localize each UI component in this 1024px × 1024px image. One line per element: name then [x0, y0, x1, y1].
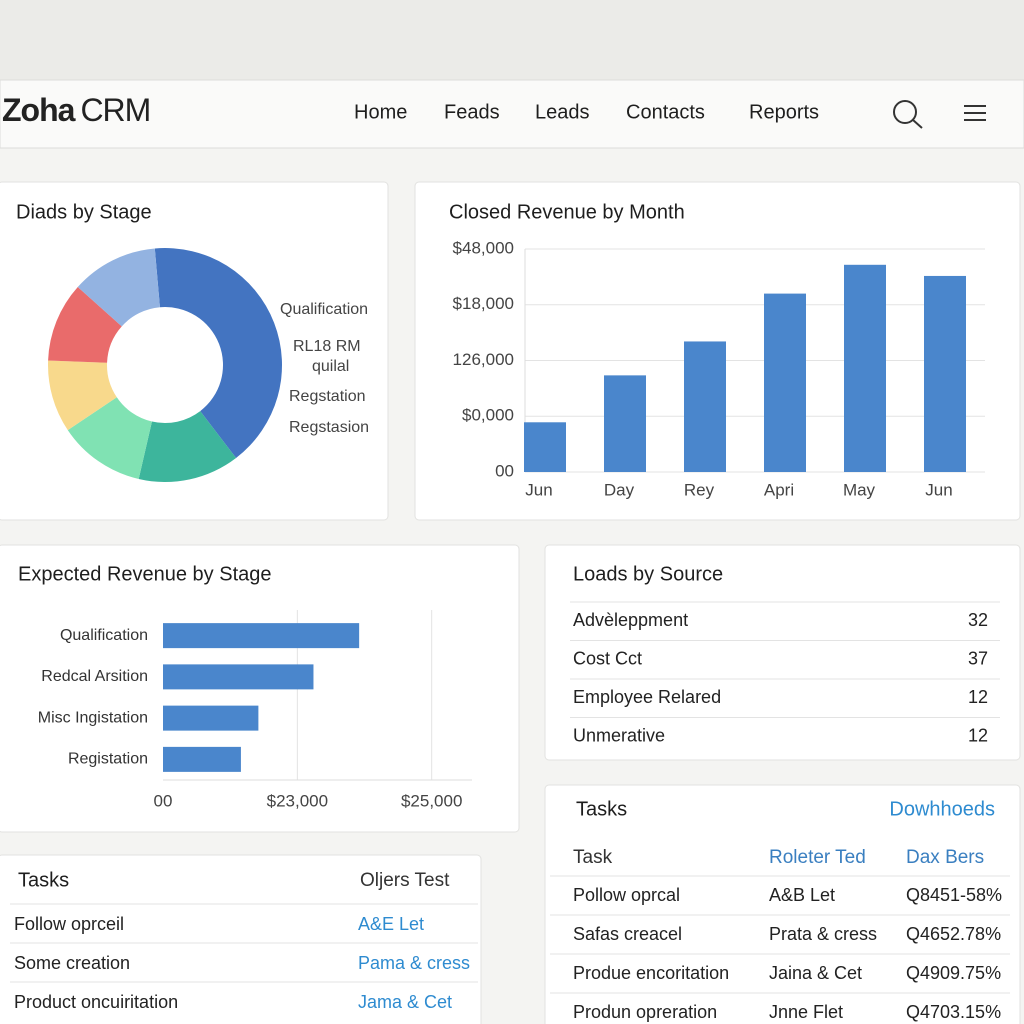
search-circle [893, 100, 917, 124]
donut-slice [154, 248, 282, 458]
card [544, 544, 1021, 761]
y-tick-label: $0,000 [462, 406, 514, 425]
x-tick-label: Day [604, 480, 635, 499]
slice-label: Regstation [289, 388, 366, 405]
cell: Follow oprceil [14, 914, 124, 934]
y-tick-label: Registation [68, 751, 148, 768]
card-title: Closed Revenue by Month [449, 201, 685, 223]
bar [524, 422, 566, 472]
source-name: Unmerative [573, 725, 665, 745]
bar [764, 293, 806, 472]
x-tick-label: 00 [154, 791, 173, 810]
x-tick-label: Apri [764, 480, 794, 499]
nav-item[interactable]: Reports [749, 101, 819, 123]
y-tick-label: $48,000 [453, 238, 514, 257]
donut-slice [48, 287, 122, 363]
cell: Q8451-58% [906, 885, 1002, 905]
search-icon[interactable] [893, 100, 923, 129]
cell-link[interactable]: A&E Let [358, 914, 424, 934]
search-handle [912, 119, 923, 129]
cell: Pollow oprcal [573, 885, 680, 905]
source-name: Advèleppment [573, 610, 688, 630]
card-title: Expected Revenue by Stage [18, 563, 272, 585]
donut-slice [67, 397, 152, 480]
menu-icon[interactable] [964, 105, 986, 121]
brand[interactable]: Zoha CRM [2, 92, 151, 128]
nav-item[interactable]: Leads [535, 101, 590, 123]
bar [684, 341, 726, 472]
donut-slice [48, 360, 117, 431]
card-title: Tasks [576, 798, 627, 820]
card-title: Tasks [18, 869, 69, 891]
donut-slice [138, 411, 237, 483]
brand-bold: Zoha [2, 92, 76, 128]
header [0, 79, 1024, 149]
cell: Product oncuiritation [14, 992, 178, 1012]
slice-label: Qualification [280, 301, 368, 318]
card-title: Diads by Stage [16, 201, 152, 223]
source-count: 12 [968, 687, 988, 707]
x-tick-label: Jun [925, 480, 952, 499]
y-tick-label: Misc Ingistation [38, 709, 148, 726]
source-name: Cost Cct [573, 648, 642, 668]
y-tick-label: 00 [495, 461, 514, 480]
bar [163, 664, 314, 690]
x-tick-label: Jun [525, 480, 552, 499]
brand-rest: CRM [80, 92, 150, 128]
bar [163, 746, 241, 772]
cell: Prata & cress [769, 924, 877, 944]
slice-label: quilal [312, 358, 349, 375]
source-name: Employee Relared [573, 687, 721, 707]
bar [604, 375, 646, 472]
bar [163, 623, 360, 649]
cell: Safas creacel [573, 924, 682, 944]
bar [163, 705, 259, 731]
bar [844, 264, 886, 472]
x-tick-label: May [843, 480, 876, 499]
source-count: 12 [968, 725, 988, 745]
bar [924, 275, 966, 472]
column-header: Oljers Test [360, 870, 450, 891]
source-count: 32 [968, 610, 988, 630]
cell: Produn opreration [573, 1002, 717, 1022]
column-header: Dax Bers [906, 847, 984, 868]
y-tick-label: $18,000 [453, 294, 514, 313]
card-title: Loads by Source [573, 563, 723, 585]
y-tick-label: Qualification [60, 627, 148, 644]
cell: Jaina & Cet [769, 963, 862, 983]
cell: Q4909.75% [906, 963, 1001, 983]
cell: Jnne Flet [769, 1002, 843, 1022]
y-tick-label: 126,000 [453, 350, 514, 369]
x-tick-label: $23,000 [267, 791, 328, 810]
donut-slice [77, 248, 160, 327]
cell: Q4652.78% [906, 924, 1001, 944]
link[interactable]: Dowhhoeds [889, 798, 995, 820]
nav-item[interactable]: Contacts [626, 101, 705, 123]
cell-link[interactable]: Jama & Cet [358, 992, 452, 1012]
cell: Some creation [14, 953, 130, 973]
cell: A&B Let [769, 885, 835, 905]
slice-label: Regstasion [289, 419, 369, 436]
top-bar [0, 0, 1024, 80]
y-tick-label: Redcal Arsition [41, 668, 148, 685]
column-header: Roleter Ted [769, 847, 866, 868]
nav-item[interactable]: Feads [444, 101, 500, 123]
column-header: Task [573, 847, 613, 868]
card [544, 784, 1021, 1024]
cell: Produe encoritation [573, 963, 729, 983]
cell: Q4703.15% [906, 1002, 1001, 1022]
x-tick-label: $25,000 [401, 791, 462, 810]
slice-label: RL18 RM [293, 338, 361, 355]
source-count: 37 [968, 648, 988, 668]
cell-link[interactable]: Pama & cress [358, 953, 470, 973]
nav-item[interactable]: Home [354, 101, 407, 123]
x-tick-label: Rey [684, 480, 715, 499]
